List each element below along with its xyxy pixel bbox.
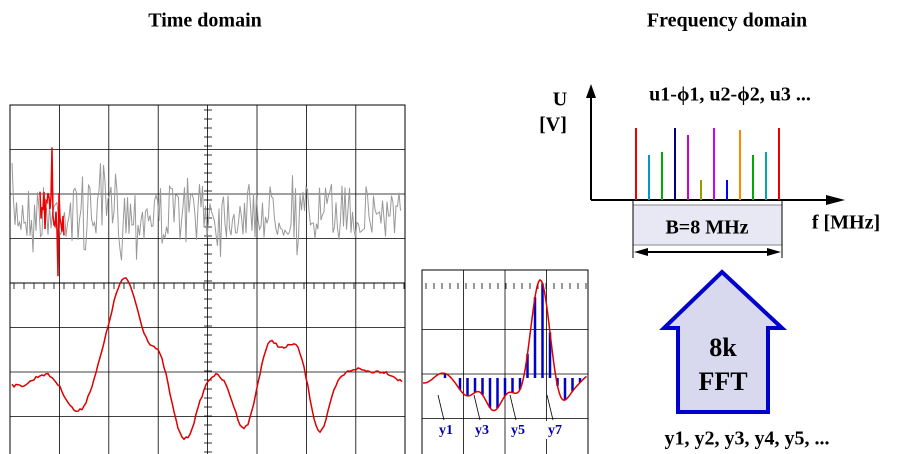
arrow-head xyxy=(826,195,845,205)
noise-trace xyxy=(12,163,401,260)
frequency-title: Frequency domain xyxy=(647,10,807,32)
marker-leader xyxy=(547,395,553,420)
bandwidth-label: B=8 MHz xyxy=(665,217,748,239)
components-label: u1-ϕ1, u2-ϕ2, u3 ... xyxy=(649,84,811,106)
sample-marker: y7 xyxy=(548,423,562,438)
marker-leader xyxy=(510,395,516,420)
diagram: Time domain Frequency domain y1 y3 y5 y7 U … xyxy=(0,0,897,454)
fft-label: FFT xyxy=(698,367,747,396)
time-title: Time domain xyxy=(148,10,262,32)
arrow-head xyxy=(634,248,648,256)
sample-marker: y5 xyxy=(511,423,525,438)
y-unit: [V] xyxy=(539,114,567,136)
zoom-screen: y1 y3 y5 y7 xyxy=(422,270,588,454)
burst-trace xyxy=(40,147,64,276)
arrow-head xyxy=(767,248,781,256)
arrow-head xyxy=(586,84,596,98)
sample-sequence: y1, y2, y3, y4, y5, ... xyxy=(665,428,830,450)
spectral-lines xyxy=(636,128,779,200)
y-label: U xyxy=(553,89,567,111)
oscilloscope-screen xyxy=(10,105,405,454)
filtered-trace xyxy=(12,278,402,439)
fft-size: 8k xyxy=(709,333,737,362)
spectrum-plot: U [V] u1-ϕ1, u2-ϕ2, u3 ... B=8 MHz f [MH… xyxy=(539,84,880,258)
x-label: f [MHz] xyxy=(812,212,880,234)
sample-marker: y3 xyxy=(475,423,489,438)
sample-marker: y1 xyxy=(439,423,453,438)
marker-leader xyxy=(438,395,444,420)
marker-leader xyxy=(474,395,480,420)
